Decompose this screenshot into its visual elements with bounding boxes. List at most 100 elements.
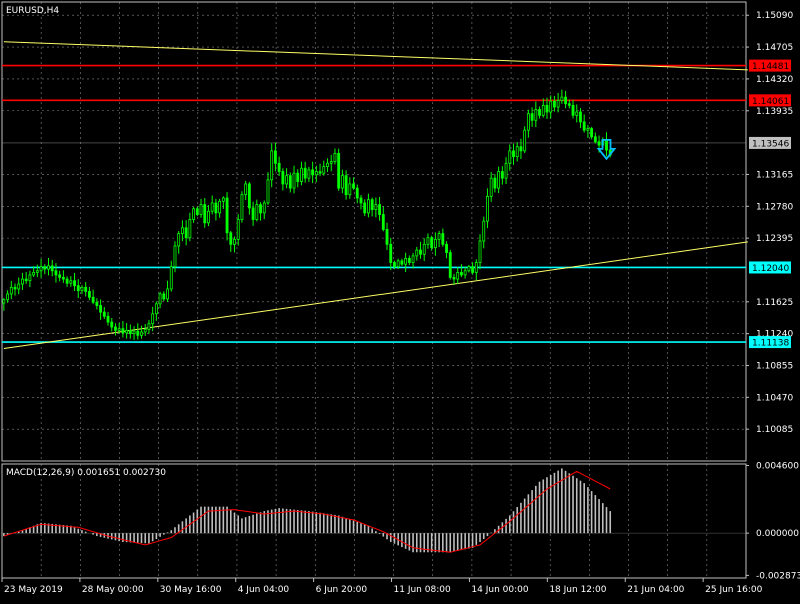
- candle-body: [597, 141, 601, 146]
- candle-body: [39, 266, 43, 272]
- candle-body: [247, 183, 251, 209]
- candle-body: [151, 313, 155, 325]
- price-level-tag-text: 1.14481: [752, 62, 789, 72]
- price-level-tag-text: 1.14061: [752, 97, 789, 107]
- candle-body: [173, 245, 177, 268]
- time-tick-label: 21 Jun 04:00: [627, 585, 684, 595]
- candle-body: [430, 237, 434, 249]
- price-labels: 1.14481 1.14061 1.12040 1.11138 1.13546: [749, 59, 791, 349]
- time-tick-label: 4 Jun 04:00: [238, 585, 290, 595]
- candle-body: [452, 276, 456, 280]
- candle-body: [9, 286, 13, 295]
- down-arrow-icon: [596, 138, 617, 161]
- candle-body: [411, 255, 415, 263]
- candle-body: [277, 162, 281, 172]
- time-tick-label: 30 May 16:00: [160, 585, 222, 595]
- horizontal-levels[interactable]: [2, 64, 746, 343]
- candle-body: [311, 169, 315, 176]
- candle-body: [17, 283, 21, 290]
- candle-body: [489, 177, 493, 197]
- candle-body: [270, 150, 274, 181]
- macd-tick-label: -0.002873: [756, 571, 800, 581]
- candle-body: [195, 208, 199, 215]
- macd-panel: [2, 468, 746, 553]
- candle-body: [385, 229, 389, 245]
- price-tick-label: 1.12395: [756, 234, 793, 244]
- candle-body: [564, 96, 568, 105]
- candle-body: [504, 162, 508, 179]
- candle-body: [28, 274, 32, 282]
- candle-body: [177, 233, 181, 247]
- candle-body: [102, 311, 106, 317]
- candle-body: [143, 329, 147, 333]
- candle-body: [471, 266, 475, 273]
- candle-body: [251, 207, 255, 220]
- candle-body: [419, 249, 422, 255]
- candle-body: [333, 152, 337, 163]
- candle-body: [91, 296, 95, 303]
- macd-tick-label: 0.004600: [756, 461, 799, 471]
- candle-body: [259, 204, 262, 214]
- candle-body: [117, 328, 121, 331]
- candle-body: [545, 104, 549, 113]
- candle-body: [73, 280, 76, 287]
- time-tick-label: 18 Jun 12:00: [549, 585, 606, 595]
- candle-body: [140, 331, 143, 336]
- candle-body: [404, 257, 408, 265]
- time-tick-label: 6 Jun 20:00: [316, 585, 368, 595]
- candle-body: [110, 321, 114, 328]
- candle-body: [76, 285, 80, 292]
- candle-body: [13, 286, 17, 290]
- candle-body: [482, 220, 486, 242]
- candle-body: [281, 171, 285, 185]
- candle-body: [95, 301, 99, 306]
- candle-body: [132, 330, 136, 335]
- axes: 1.15090 1.14705 1.14320 1.13935 1.13165 1.127…: [1, 11, 800, 595]
- candle-body: [486, 195, 489, 222]
- candle-body: [326, 162, 329, 167]
- candle-body: [445, 243, 448, 253]
- current-price-tag: [749, 136, 791, 149]
- candle-body: [285, 175, 289, 185]
- candle-body: [292, 172, 296, 189]
- candle-body: [571, 104, 575, 116]
- candle-body: [590, 128, 594, 138]
- candle-body: [512, 150, 515, 158]
- candles: [2, 89, 612, 340]
- candle-body: [158, 293, 162, 305]
- candle-body: [437, 233, 441, 240]
- candle-body: [381, 214, 385, 230]
- trendline-upper[interactable]: [3, 41, 748, 71]
- candle-body: [567, 103, 571, 106]
- time-tick-label: 28 May 00:00: [82, 585, 144, 595]
- price-level-tag-text: 1.11138: [752, 339, 789, 349]
- candle-body: [318, 171, 322, 174]
- candle-body: [128, 329, 132, 335]
- candle-body: [192, 208, 196, 220]
- candle-body: [225, 197, 229, 234]
- candle-body: [478, 240, 482, 263]
- candle-body: [586, 128, 590, 131]
- candle-body: [273, 150, 277, 164]
- candle-body: [348, 183, 352, 196]
- candle-body: [87, 291, 91, 298]
- signal-arrows: [596, 138, 617, 161]
- candle-body: [400, 260, 404, 265]
- time-tick-label: 25 Jun 16:00: [705, 585, 762, 595]
- macd-panel-frame: [1, 463, 747, 579]
- candle-body: [47, 265, 50, 270]
- macd-label: MACD(12,26,9) 0.001651 0.002730: [6, 468, 166, 478]
- candle-body: [582, 121, 586, 131]
- macd-tick-label: 0.000000: [756, 529, 799, 539]
- price-tick-label: 1.11625: [756, 298, 793, 308]
- candle-body: [552, 100, 556, 108]
- candle-body: [355, 187, 359, 199]
- candle-body: [523, 129, 527, 152]
- candle-body: [136, 330, 140, 336]
- price-tick-label: 1.13935: [756, 107, 793, 117]
- candle-body: [266, 179, 270, 204]
- candle-body: [121, 328, 125, 334]
